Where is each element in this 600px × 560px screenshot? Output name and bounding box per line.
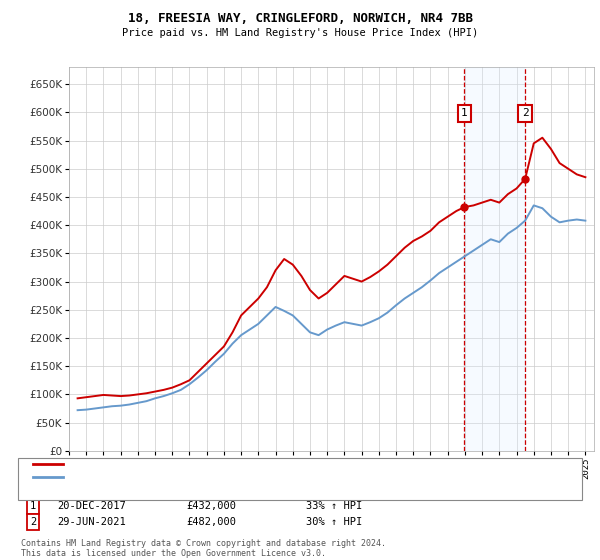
Text: 2: 2 <box>522 108 529 118</box>
Text: £482,000: £482,000 <box>186 517 236 527</box>
Bar <box>464 67 525 451</box>
Text: 20-DEC-2017: 20-DEC-2017 <box>57 501 126 511</box>
Text: 18, FREESIA WAY, CRINGLEFORD, NORWICH, NR4 7BB: 18, FREESIA WAY, CRINGLEFORD, NORWICH, N… <box>128 12 473 25</box>
Text: 33% ↑ HPI: 33% ↑ HPI <box>306 501 362 511</box>
Text: 2: 2 <box>30 517 36 527</box>
Text: 29-JUN-2021: 29-JUN-2021 <box>57 517 126 527</box>
Text: Price paid vs. HM Land Registry's House Price Index (HPI): Price paid vs. HM Land Registry's House … <box>122 28 478 38</box>
Text: HPI: Average price, detached house, South Norfolk: HPI: Average price, detached house, Sout… <box>69 472 357 482</box>
Text: 1: 1 <box>30 501 36 511</box>
Text: £432,000: £432,000 <box>186 501 236 511</box>
Text: Contains HM Land Registry data © Crown copyright and database right 2024.
This d: Contains HM Land Registry data © Crown c… <box>21 539 386 558</box>
Text: 30% ↑ HPI: 30% ↑ HPI <box>306 517 362 527</box>
Text: 1: 1 <box>461 108 468 118</box>
Text: 18, FREESIA WAY, CRINGLEFORD, NORWICH, NR4 7BB (detached house): 18, FREESIA WAY, CRINGLEFORD, NORWICH, N… <box>69 459 439 469</box>
